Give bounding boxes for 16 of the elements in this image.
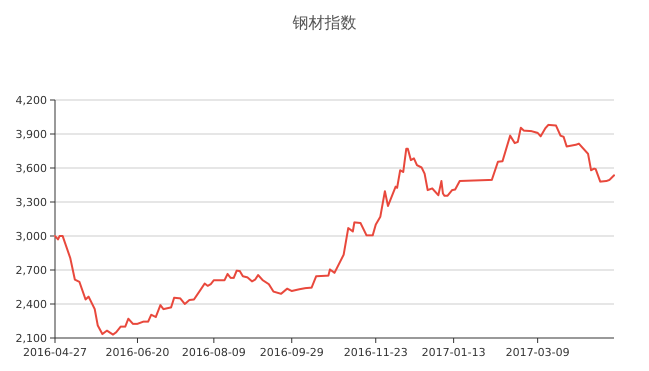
x-tick-label: 2016-11-23 [344,346,408,359]
x-tick-label: 2017-03-09 [506,346,570,359]
y-tick-label: 3,300 [16,196,47,209]
y-tick-label: 3,600 [16,162,47,175]
y-tick-label: 4,200 [16,94,47,107]
x-tick-label: 2017-01-13 [422,346,486,359]
x-tick-label: 2016-04-27 [23,346,87,359]
x-tick-label: 2016-06-20 [106,346,170,359]
x-tick-label: 2016-09-29 [260,346,324,359]
y-tick-label: 2,700 [16,264,47,277]
y-tick-label: 2,100 [16,332,47,345]
y-tick-label: 2,400 [16,298,47,311]
x-tick-label: 2016-08-09 [182,346,246,359]
y-tick-label: 3,000 [16,230,47,243]
y-tick-label: 3,900 [16,128,47,141]
chart-title: 钢材指数 [292,13,356,32]
